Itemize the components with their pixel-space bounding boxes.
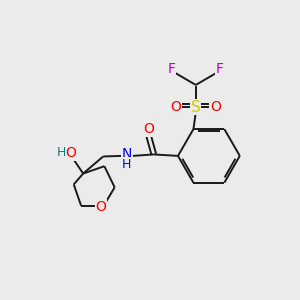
Text: O: O (65, 146, 76, 160)
Text: F: F (168, 62, 176, 76)
Text: O: O (95, 200, 106, 214)
Text: O: O (171, 100, 182, 114)
Text: O: O (210, 100, 221, 114)
Text: N: N (122, 147, 132, 161)
Text: O: O (144, 122, 154, 136)
Text: H: H (57, 146, 66, 159)
Text: F: F (216, 62, 224, 76)
Text: H: H (122, 158, 131, 171)
Text: S: S (191, 100, 201, 115)
